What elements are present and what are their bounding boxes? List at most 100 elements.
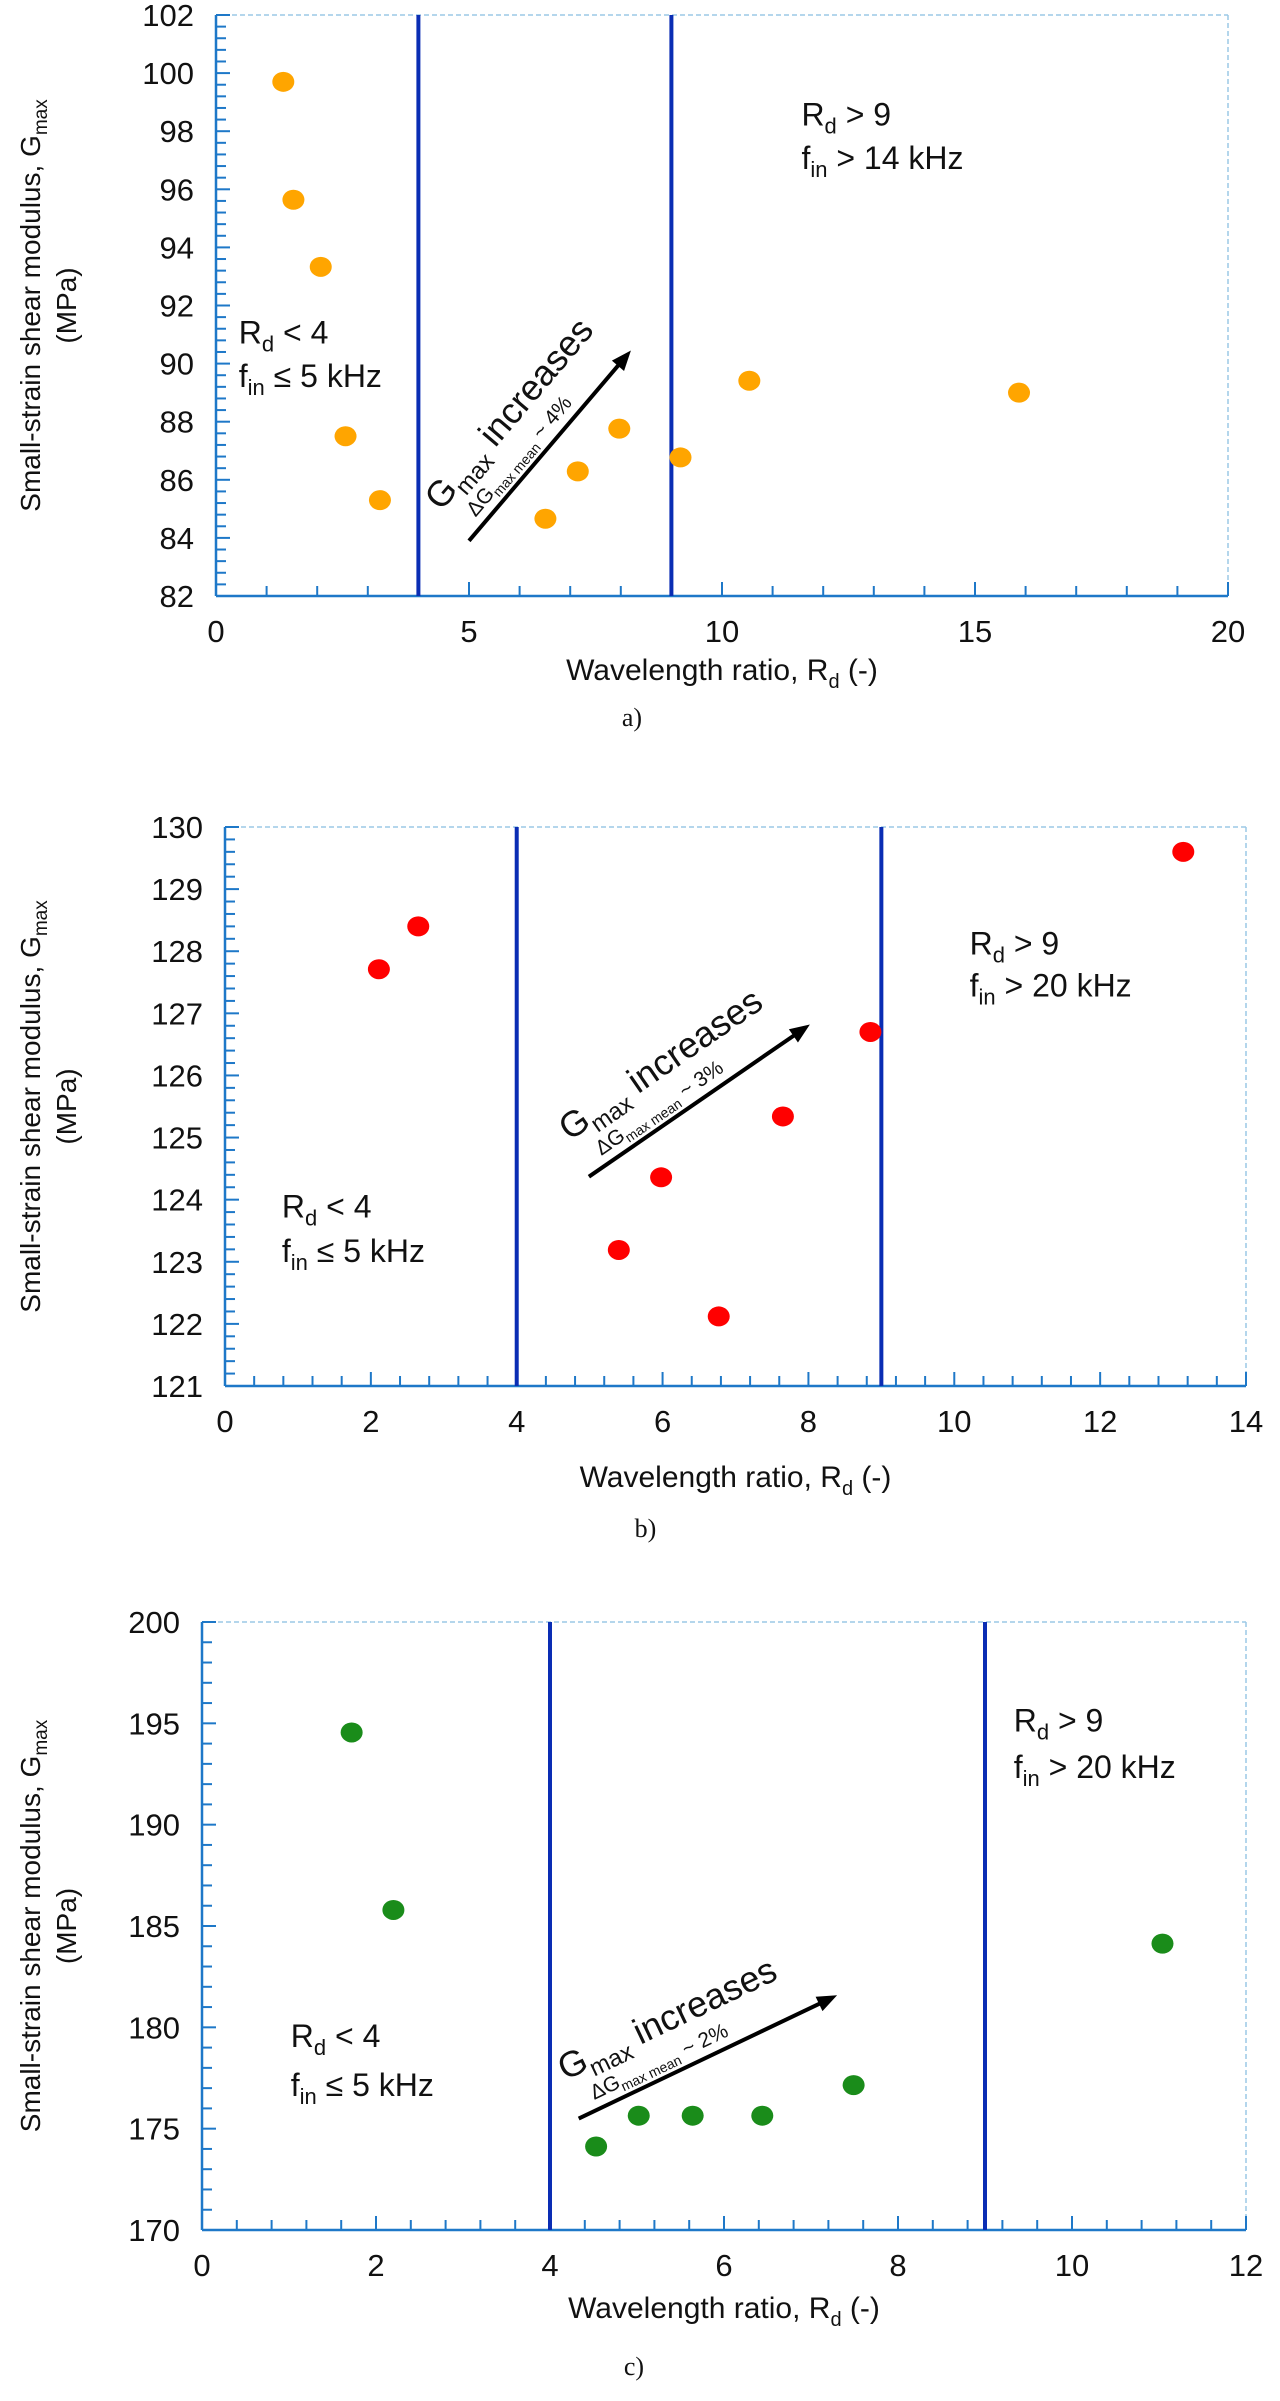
- right-region-rd-label-subscript: d: [825, 113, 837, 138]
- right-region-rd-label-subscript: d: [1037, 1719, 1049, 1744]
- y-tick-label: 127: [151, 996, 203, 1031]
- y-axis-title-line2: (MPa): [51, 1888, 82, 1964]
- trend-arrow-shaft: [467, 361, 623, 543]
- data-point: [1172, 841, 1195, 862]
- x-tick-label: 8: [889, 2248, 906, 2283]
- x-tick-label: 2: [362, 1404, 379, 1439]
- left-region-rd-label-text: R: [282, 1189, 305, 1225]
- left-region-fin-label-tail: ≤ 5 kHz: [265, 358, 382, 394]
- x-axis-title-text: Wavelength ratio, R: [568, 2292, 830, 2325]
- data-point: [771, 1106, 794, 1127]
- data-point: [751, 2105, 774, 2126]
- y-tick-label: 128: [151, 934, 203, 969]
- x-tick-label: 10: [705, 614, 739, 649]
- left-region-fin-label: fin ≤ 5 kHz: [239, 358, 382, 400]
- y-tick-label: 200: [128, 1605, 180, 1640]
- right-region-fin-label-tail: > 20 kHz: [1040, 1749, 1176, 1785]
- data-point: [842, 2075, 865, 2096]
- data-point: [1151, 1933, 1174, 1954]
- left-region-fin-label-text: f: [282, 1233, 291, 1269]
- y-tick-label: 96: [160, 172, 194, 207]
- y-tick-label: 129: [151, 872, 203, 907]
- y-axis-title-line1-subscript: max: [31, 900, 52, 936]
- data-point: [707, 1306, 730, 1327]
- left-region-fin-label-subscript: in: [291, 1250, 308, 1275]
- trend-arrow-shaft: [587, 1031, 798, 1179]
- x-tick-label: 4: [541, 2248, 558, 2283]
- y-tick-label: 98: [160, 114, 194, 149]
- y-tick-label: 82: [160, 579, 194, 614]
- data-point: [608, 418, 631, 439]
- x-tick-label: 20: [1211, 614, 1245, 649]
- x-axis-title-text: Wavelength ratio, R: [566, 654, 828, 687]
- y-axis-title-line1: Small-strain shear modulus, Gmax: [15, 1719, 52, 2132]
- right-region-rd-label: Rd > 9: [801, 96, 891, 138]
- right-region-fin-label-subscript: in: [978, 985, 995, 1010]
- right-region-rd-label-tail: > 9: [1005, 925, 1059, 961]
- y-axis-title: Small-strain shear modulus, Gmax(MPa): [15, 99, 82, 512]
- y-tick-label: 190: [128, 1808, 180, 1843]
- data-point: [627, 2105, 650, 2126]
- y-tick-label: 92: [160, 289, 194, 324]
- x-axis-title-subscript: d: [830, 2309, 841, 2331]
- y-axis-title-line1-subscript: max: [31, 99, 52, 135]
- x-tick-label: 4: [508, 1404, 525, 1439]
- x-tick-label: 10: [937, 1404, 971, 1439]
- y-axis-title-line1: Small-strain shear modulus, Gmax: [15, 900, 52, 1313]
- right-region-fin-label-tail: > 14 kHz: [827, 140, 963, 176]
- left-region-rd-label: Rd < 4: [239, 314, 329, 356]
- x-tick-label: 0: [216, 1404, 233, 1439]
- y-tick-label: 88: [160, 405, 194, 440]
- y-tick-label: 180: [128, 2010, 180, 2045]
- left-region-rd-label-tail: < 4: [317, 1189, 371, 1225]
- left-region-rd-label: Rd < 4: [291, 2018, 381, 2060]
- right-region-rd-label-text: R: [801, 96, 824, 132]
- data-point: [607, 1239, 630, 1260]
- y-axis-title-line2: (MPa): [51, 1068, 82, 1144]
- y-tick-label: 125: [151, 1121, 203, 1156]
- x-axis-title: Wavelength ratio, Rd (-): [568, 2292, 880, 2331]
- left-region-fin-label-text: f: [239, 358, 248, 394]
- x-axis-title-tail: (-): [842, 2292, 880, 2325]
- trend-arrow-head: [611, 350, 631, 371]
- right-region-fin-label-tail: > 20 kHz: [996, 968, 1132, 1004]
- x-axis-title-tail: (-): [840, 654, 878, 687]
- x-tick-label: 15: [958, 614, 992, 649]
- left-region-rd-label-text: R: [239, 314, 262, 350]
- y-axis-title: Small-strain shear modulus, Gmax(MPa): [15, 1719, 82, 2132]
- data-point: [650, 1167, 673, 1188]
- left-region-rd-label-subscript: d: [262, 331, 274, 356]
- y-axis-title-line1-text: Small-strain shear modulus, G: [15, 135, 46, 512]
- x-axis-title-tail: (-): [853, 1461, 891, 1494]
- x-tick-label: 6: [715, 2248, 732, 2283]
- y-axis-title-line1-text: Small-strain shear modulus, G: [15, 936, 46, 1313]
- y-tick-label: 102: [142, 0, 194, 33]
- trend-arrow-head: [815, 1995, 838, 2012]
- right-region-fin-label-subscript: in: [1023, 1766, 1040, 1791]
- x-tick-label: 8: [800, 1404, 817, 1439]
- data-point: [681, 2105, 704, 2126]
- right-region-fin-label: fin > 20 kHz: [970, 968, 1132, 1010]
- y-tick-label: 100: [142, 56, 194, 91]
- x-axis-title-text: Wavelength ratio, R: [580, 1461, 842, 1494]
- x-tick-label: 12: [1083, 1404, 1117, 1439]
- right-region-fin-label: fin > 20 kHz: [1014, 1749, 1176, 1791]
- right-region-fin-label-text: f: [970, 968, 979, 1004]
- left-region-rd-label-subscript: d: [314, 2035, 326, 2060]
- data-point: [407, 916, 430, 937]
- y-axis-title-line1-text: Small-strain shear modulus, G: [15, 1756, 46, 2133]
- panel-label: a): [622, 703, 642, 732]
- right-region-fin-label-text: f: [801, 140, 810, 176]
- y-axis-title-line1: Small-strain shear modulus, Gmax: [15, 99, 52, 512]
- y-tick-label: 122: [151, 1307, 203, 1342]
- y-tick-label: 175: [128, 2112, 180, 2147]
- y-axis-title: Small-strain shear modulus, Gmax(MPa): [15, 900, 82, 1313]
- data-point: [738, 370, 761, 391]
- x-axis-title: Wavelength ratio, Rd (-): [580, 1461, 892, 1500]
- x-axis-title: Wavelength ratio, Rd (-): [566, 654, 878, 693]
- x-tick-label: 6: [654, 1404, 671, 1439]
- right-region-rd-label-text: R: [970, 925, 993, 961]
- left-region-fin-label-subscript: in: [248, 375, 265, 400]
- x-axis-title-subscript: d: [842, 1478, 853, 1500]
